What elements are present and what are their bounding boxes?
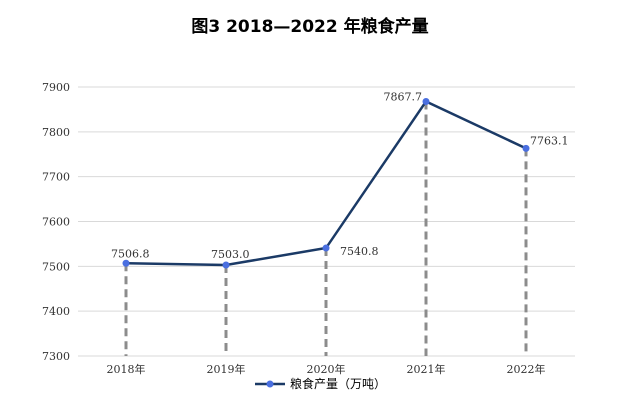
data-label: 7540.8 — [340, 245, 379, 258]
legend: 粮食产量（万吨） — [255, 376, 386, 391]
y-tick-label: 7300 — [42, 350, 70, 363]
drop-lines — [124, 101, 528, 356]
x-tick-label: 2019年 — [207, 362, 246, 376]
data-label: 7763.1 — [530, 134, 569, 147]
y-tick-label: 7800 — [42, 126, 70, 139]
series-line-group — [122, 97, 530, 269]
y-tick-label: 7400 — [42, 305, 70, 318]
y-tick-label: 7500 — [42, 260, 70, 273]
data-label: 7506.8 — [111, 247, 150, 260]
data-label: 7503.0 — [211, 248, 250, 261]
data-point — [222, 261, 230, 269]
x-tick-label: 2021年 — [407, 362, 446, 376]
data-point — [522, 144, 530, 152]
data-label: 7867.7 — [384, 90, 423, 103]
data-point — [122, 259, 130, 267]
series-line — [125, 99, 527, 267]
x-axis-ticks: 2018年 2019年 2020年 2021年 2022年 — [107, 362, 546, 376]
y-tick-label: 7700 — [42, 171, 70, 184]
y-tick-label: 7900 — [42, 81, 70, 94]
legend-marker — [266, 380, 274, 388]
chart-title: 图3 2018—2022 年粮食产量 — [191, 17, 429, 37]
data-point — [422, 97, 430, 105]
y-axis-ticks: 7300 7400 7500 7600 7700 7800 7900 — [42, 81, 70, 363]
x-tick-label: 2018年 — [107, 362, 146, 376]
x-tick-label: 2020年 — [307, 362, 346, 376]
legend-label: 粮食产量（万吨） — [290, 376, 386, 391]
data-labels: 7506.8 7503.0 7540.8 7867.7 7763.1 — [111, 90, 569, 261]
data-point — [322, 244, 330, 252]
x-tick-label: 2022年 — [507, 362, 546, 376]
y-tick-label: 7600 — [42, 216, 70, 229]
